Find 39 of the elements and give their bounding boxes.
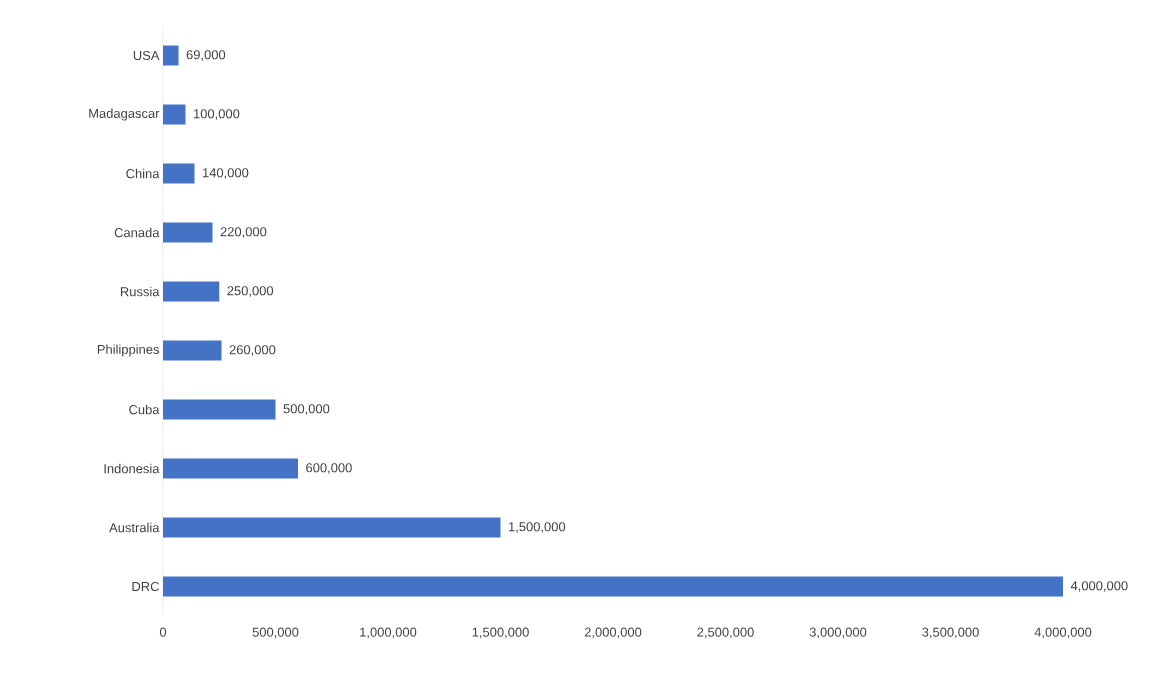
y-tick-label: USA [133,50,160,61]
data-label: 220,000 [220,227,267,238]
y-tick-label: Madagascar [89,108,160,121]
x-tick-label: 3,500,000 [922,627,979,639]
x-tick-label: 500,000 [252,627,299,639]
x-tick-label: 4,000,000 [1034,627,1092,639]
data-label: 69,000 [186,50,226,61]
bar [163,517,501,538]
y-tick-label: Philippines [97,344,159,357]
data-label: 1,500,000 [509,522,566,533]
bar [163,399,276,420]
y-tick-label: China [126,168,160,179]
x-tick-label: 2,000,000 [584,627,642,639]
x-tick-label: 1,500,000 [472,627,529,639]
y-tick-label: Canada [114,227,160,238]
x-tick-label: 0 [159,627,167,637]
data-label: 500,000 [283,404,330,415]
data-label: 100,000 [194,109,240,120]
data-label: 600,000 [306,463,352,474]
data-label: 260,000 [229,345,276,356]
x-tick-label: 3,000,000 [809,627,867,639]
bar [163,576,1064,597]
bar [163,281,220,302]
x-tick-label: 2,500,000 [697,627,754,639]
data-label: 4,000,000 [1070,581,1128,592]
bar [163,45,179,66]
y-tick-label: Cuba [129,404,160,415]
y-tick-label: Indonesia [104,463,160,474]
y-tick-label: Australia [109,522,160,533]
bar [163,340,222,361]
bar [163,222,213,243]
bar [163,458,298,479]
bar [163,163,195,184]
x-tick-label: 1,000,000 [360,627,417,639]
bar [163,104,186,125]
y-tick-label: DRC [132,581,159,592]
y-tick-label: Russia [120,286,160,297]
data-label: 250,000 [227,286,274,297]
data-label: 140,000 [203,168,249,179]
